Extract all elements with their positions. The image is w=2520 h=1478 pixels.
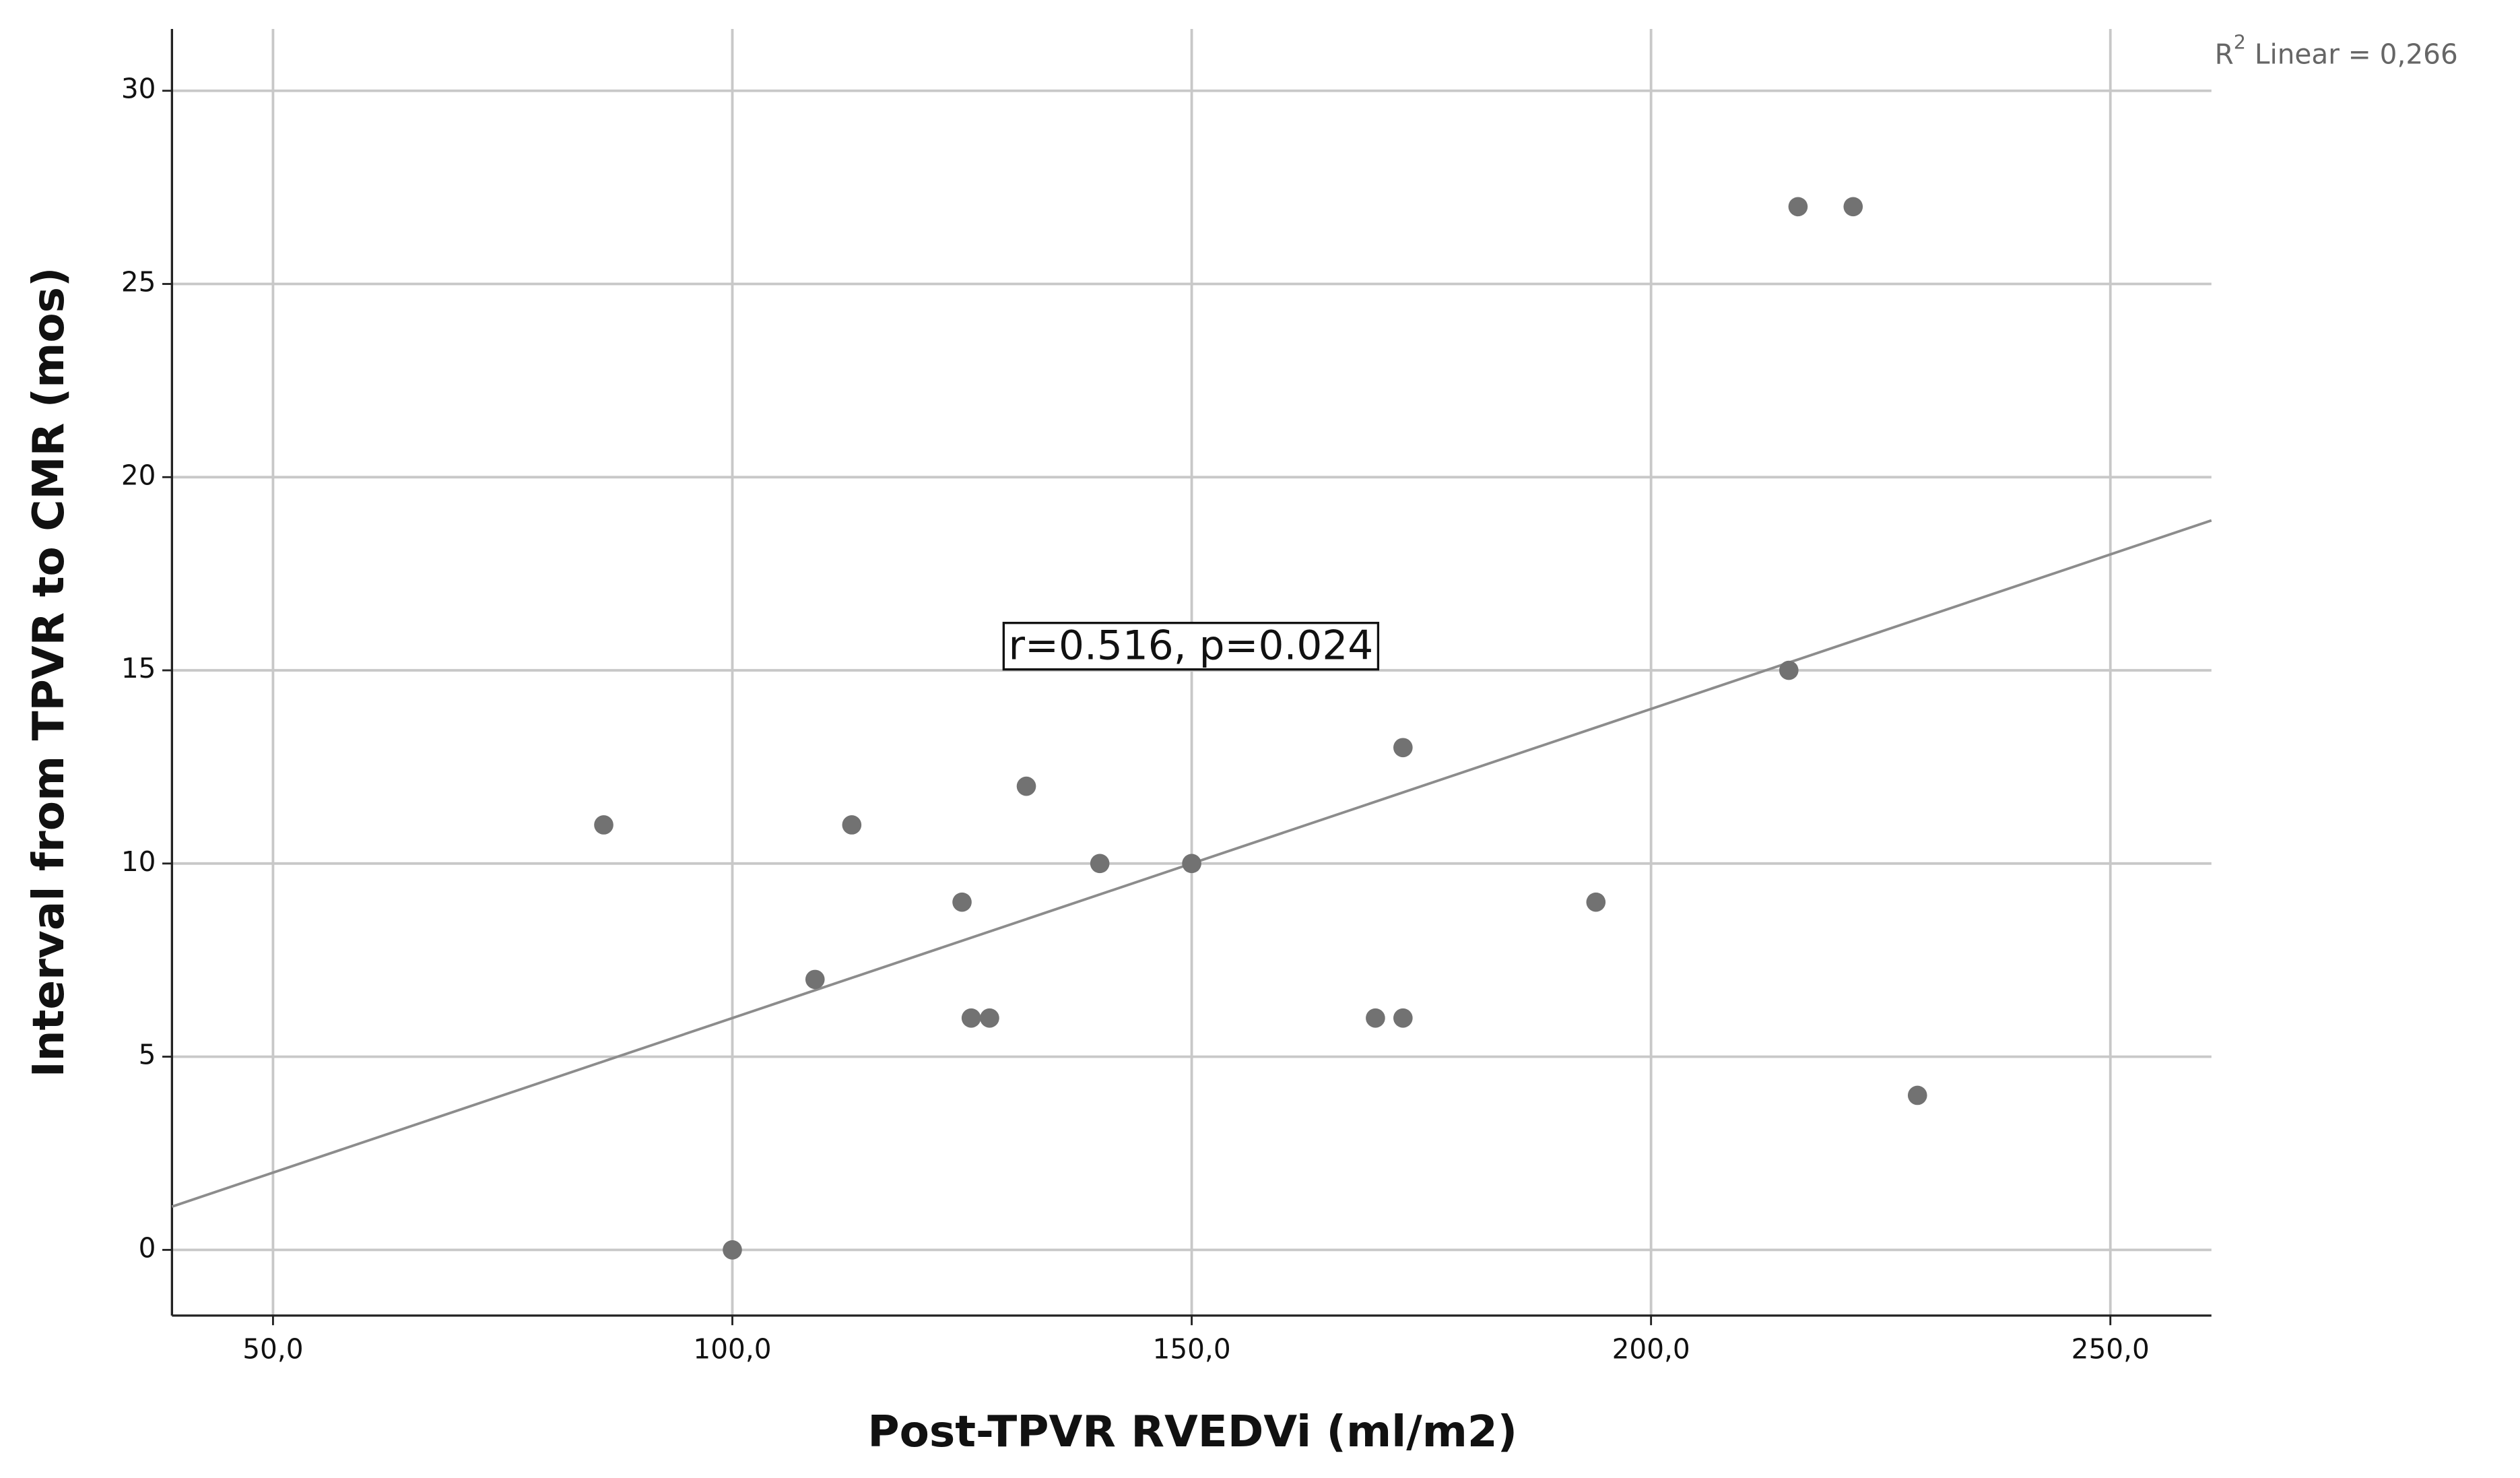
point [1366,1008,1385,1028]
point [961,1008,981,1028]
x-tick-label: 200,0 [1612,1332,1690,1365]
point [1843,197,1863,217]
point [842,815,862,835]
annotation: r=0.516, p=0.024 [1009,623,1374,670]
y-tick-label: 15 [121,652,156,684]
point [594,815,614,835]
point [1182,854,1201,874]
point [1907,1085,1927,1105]
point [1090,854,1110,874]
annotation-box [1002,622,1380,671]
r2-rest: Linear = 0,266 [2246,38,2458,71]
point [1016,776,1036,796]
point [805,969,825,990]
y-tick-label: 10 [121,845,156,878]
point [1586,892,1606,912]
point [723,1240,742,1260]
y-tick-label: 20 [121,459,156,491]
x-tick-label: 50,0 [242,1332,303,1365]
point [1393,738,1413,758]
y-tick-label: 25 [121,266,156,298]
y-axis-title: Interval from TPVR to CMR (mos) [24,267,74,1078]
x-tick-label: 150,0 [1153,1332,1231,1365]
point [1788,197,1808,217]
point [980,1008,999,1028]
r2-base: R [2215,38,2234,71]
y-tick-label: 30 [121,73,156,105]
y-tick-label: 0 [139,1231,156,1264]
x-axis-title: Post-TPVR RVEDVi (ml/m2) [867,1407,1517,1457]
r2-label: R2 Linear = 0,266 [2215,30,2458,70]
x-tick-label: 100,0 [693,1332,771,1365]
point [1393,1008,1413,1028]
r2-sup: 2 [2234,30,2246,53]
y-tick-label: 5 [139,1039,156,1071]
point [1779,660,1799,680]
point [952,892,972,912]
x-tick-label: 250,0 [2071,1332,2150,1365]
